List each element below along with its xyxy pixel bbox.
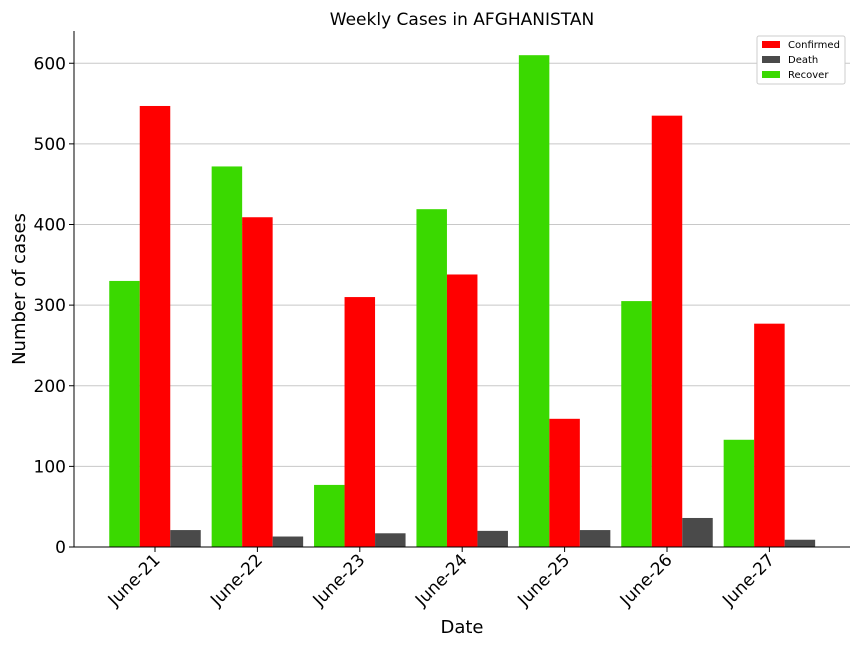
bar-confirmed bbox=[549, 418, 580, 547]
bar-recover bbox=[723, 439, 755, 547]
y-tick-label: 400 bbox=[34, 216, 66, 236]
bar-recover bbox=[211, 166, 243, 547]
y-tick-label: 0 bbox=[55, 538, 66, 558]
bars bbox=[109, 55, 816, 547]
bar-confirmed bbox=[139, 105, 171, 547]
bar-death bbox=[477, 530, 508, 547]
bar-death bbox=[375, 533, 406, 547]
x-tick-label: June-25 bbox=[513, 550, 574, 611]
y-tick-label: 100 bbox=[34, 457, 66, 477]
chart-title: Weekly Cases in AFGHANISTAN bbox=[330, 10, 594, 30]
legend-label-recover: Recover bbox=[788, 70, 829, 81]
bar-confirmed bbox=[344, 297, 376, 547]
x-tick-label: June-23 bbox=[309, 550, 370, 611]
legend: Confirmed Death Recover bbox=[756, 35, 846, 85]
bar-confirmed bbox=[754, 323, 785, 547]
x-axis-label: Date bbox=[440, 617, 483, 638]
legend-swatch-recover bbox=[762, 71, 780, 78]
bar-death bbox=[682, 517, 713, 547]
bar-death bbox=[784, 539, 816, 547]
bar-recover bbox=[314, 484, 345, 547]
bar-recover bbox=[109, 280, 140, 547]
x-tick-label: June-26 bbox=[616, 550, 677, 611]
bar-recover bbox=[518, 55, 550, 547]
x-tick-label: June-27 bbox=[718, 550, 779, 611]
y-tick-label: 200 bbox=[34, 377, 66, 397]
bar-recover bbox=[416, 209, 447, 547]
y-tick-label: 600 bbox=[34, 54, 66, 74]
bar-death bbox=[272, 536, 304, 547]
x-tick-label: June-22 bbox=[206, 550, 267, 611]
y-tick-label: 300 bbox=[34, 296, 66, 316]
bar-confirmed bbox=[446, 274, 478, 547]
y-axis-label: Number of cases bbox=[9, 213, 30, 365]
bar-confirmed bbox=[651, 115, 683, 547]
y-tick-label: 500 bbox=[34, 135, 66, 155]
legend-label-death: Death bbox=[788, 55, 818, 66]
x-tick-label: June-21 bbox=[104, 550, 165, 611]
bar-confirmed bbox=[242, 217, 273, 547]
legend-label-confirmed: Confirmed bbox=[788, 40, 840, 51]
bar-recover bbox=[621, 301, 652, 547]
legend-swatch-confirmed bbox=[762, 41, 780, 48]
bar-death bbox=[579, 530, 611, 547]
bar-death bbox=[170, 530, 201, 547]
x-tick-label: June-24 bbox=[411, 550, 472, 611]
legend-swatch-death bbox=[762, 56, 780, 63]
